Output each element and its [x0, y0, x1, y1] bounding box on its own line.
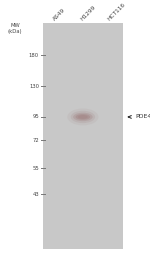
Text: 130: 130	[29, 84, 39, 89]
Text: 72: 72	[32, 137, 39, 143]
Ellipse shape	[78, 115, 88, 119]
Ellipse shape	[71, 111, 95, 123]
Bar	[43, 23, 123, 249]
Ellipse shape	[67, 108, 98, 125]
Text: MW
(kDa): MW (kDa)	[8, 23, 22, 34]
Text: AS49: AS49	[53, 7, 67, 22]
Text: 55: 55	[32, 166, 39, 171]
Text: 95: 95	[32, 114, 39, 120]
Ellipse shape	[76, 114, 90, 120]
Text: H1299: H1299	[79, 5, 97, 22]
Text: PDE4B: PDE4B	[135, 114, 150, 120]
Ellipse shape	[73, 113, 93, 121]
Text: HCT116: HCT116	[106, 2, 126, 22]
Text: 43: 43	[32, 191, 39, 197]
Text: 180: 180	[29, 53, 39, 58]
